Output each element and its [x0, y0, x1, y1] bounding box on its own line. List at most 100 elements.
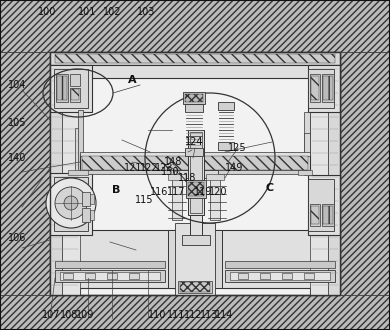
Bar: [57, 76, 67, 100]
Text: 116: 116: [150, 187, 168, 197]
Text: C: C: [265, 183, 273, 193]
Bar: [323, 76, 333, 100]
Bar: [210, 178, 220, 220]
Bar: [82, 208, 90, 222]
Bar: [80, 154, 310, 172]
Bar: [56, 74, 68, 102]
Text: 125: 125: [228, 143, 246, 153]
Bar: [50, 65, 92, 112]
Bar: [50, 52, 340, 65]
Bar: [185, 94, 203, 102]
Bar: [190, 173, 202, 238]
Bar: [206, 174, 224, 180]
Bar: [182, 235, 210, 245]
Bar: [304, 273, 314, 279]
Bar: [75, 128, 81, 173]
Bar: [168, 174, 186, 180]
Bar: [310, 204, 320, 226]
Text: 107: 107: [42, 310, 60, 320]
Bar: [190, 132, 202, 213]
Bar: [310, 65, 340, 295]
Bar: [311, 206, 319, 224]
Text: 108: 108: [60, 310, 78, 320]
Bar: [260, 273, 270, 279]
Bar: [168, 230, 222, 288]
Text: 115: 115: [135, 195, 154, 205]
Bar: [225, 261, 335, 268]
Bar: [183, 92, 205, 104]
Bar: [85, 273, 95, 279]
Bar: [50, 230, 340, 288]
Text: 124: 124: [185, 137, 204, 147]
Bar: [71, 89, 79, 100]
Text: 102: 102: [103, 7, 122, 17]
Bar: [311, 76, 319, 100]
Text: B: B: [112, 185, 121, 195]
Bar: [308, 65, 340, 112]
Bar: [174, 170, 218, 178]
Bar: [62, 65, 80, 295]
Bar: [107, 273, 117, 279]
Bar: [188, 130, 204, 215]
Bar: [60, 272, 160, 280]
Bar: [225, 270, 335, 282]
Text: 148: 148: [164, 157, 183, 167]
Bar: [70, 74, 80, 86]
Text: A: A: [128, 75, 136, 85]
Bar: [50, 52, 340, 295]
Bar: [68, 170, 88, 175]
Bar: [0, 52, 50, 295]
Bar: [185, 148, 203, 156]
Bar: [230, 272, 330, 280]
Text: 114: 114: [215, 310, 233, 320]
Bar: [322, 74, 334, 102]
Bar: [0, 295, 390, 330]
Bar: [54, 177, 88, 231]
Text: 118: 118: [178, 173, 197, 183]
Bar: [175, 223, 215, 295]
Circle shape: [46, 178, 96, 228]
Circle shape: [55, 187, 87, 219]
Bar: [90, 210, 94, 220]
Text: 109: 109: [76, 310, 94, 320]
Text: 101: 101: [78, 7, 96, 17]
Bar: [218, 102, 234, 110]
Bar: [178, 281, 212, 293]
Bar: [323, 206, 333, 224]
Bar: [50, 173, 92, 235]
Bar: [218, 142, 234, 150]
Bar: [304, 133, 310, 175]
Text: 149: 149: [225, 163, 243, 173]
Text: 150: 150: [161, 167, 179, 177]
Bar: [304, 112, 310, 170]
Bar: [54, 69, 88, 108]
Bar: [186, 180, 206, 198]
Bar: [308, 175, 340, 235]
Text: 113: 113: [200, 310, 218, 320]
Text: 111: 111: [167, 310, 185, 320]
Bar: [0, 0, 390, 52]
Text: 100: 100: [38, 7, 57, 17]
Bar: [322, 204, 334, 226]
Bar: [238, 273, 248, 279]
Bar: [50, 65, 80, 295]
Bar: [185, 104, 203, 112]
Text: 106: 106: [8, 233, 27, 243]
Bar: [298, 170, 312, 175]
Circle shape: [64, 196, 78, 210]
Bar: [310, 74, 320, 102]
Bar: [55, 261, 165, 268]
Bar: [78, 110, 83, 172]
Bar: [82, 156, 308, 170]
Text: 120: 120: [209, 187, 227, 197]
Bar: [50, 52, 340, 295]
Text: 105: 105: [8, 118, 27, 128]
Bar: [328, 65, 340, 295]
Bar: [50, 65, 62, 295]
Bar: [282, 273, 292, 279]
Bar: [308, 179, 334, 231]
Bar: [63, 273, 73, 279]
Bar: [70, 88, 80, 102]
Text: 110: 110: [148, 310, 167, 320]
Bar: [129, 273, 139, 279]
